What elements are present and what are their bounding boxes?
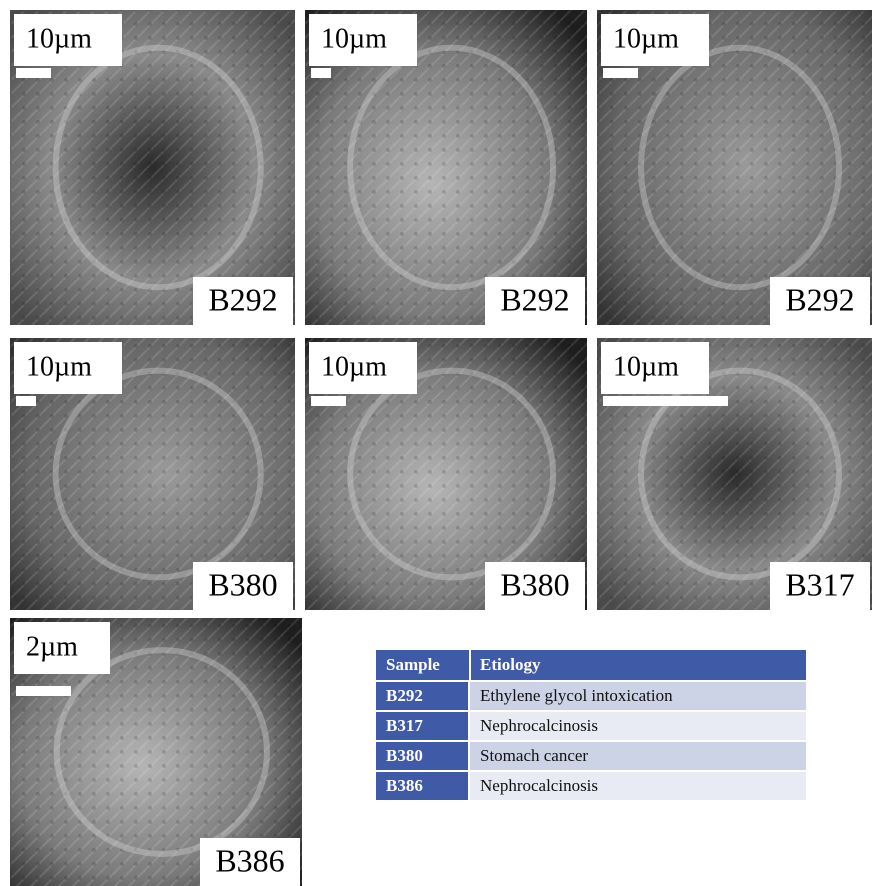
scale-label: 10µm <box>321 23 387 54</box>
etiology-cell <box>470 742 806 770</box>
scale-bar <box>311 68 331 78</box>
scale-bar <box>603 396 728 406</box>
etiology-cell <box>470 712 806 740</box>
etiology-text: Nephrocalcinosis <box>480 716 598 735</box>
etiology-cell <box>470 772 806 800</box>
sample-cell <box>376 712 468 740</box>
crystal <box>347 44 557 291</box>
etiology-text: Ethylene glycol intoxication <box>480 686 673 705</box>
sample-box <box>200 838 300 886</box>
header-cell: Sample <box>386 655 440 674</box>
sample-label: B380 <box>208 566 277 602</box>
scale-bar <box>16 396 36 406</box>
scale-bar <box>311 396 346 406</box>
scale-box <box>14 342 122 394</box>
sem-panel: 10µm B380 <box>305 338 587 610</box>
sample-label: B292 <box>208 281 277 317</box>
etiology-cell <box>470 682 806 710</box>
header-row <box>376 650 806 680</box>
sample-box <box>485 277 585 325</box>
scale-box <box>601 14 709 66</box>
scale-box <box>309 14 417 66</box>
sample-text: B386 <box>386 776 423 795</box>
sample-cell <box>376 742 468 770</box>
scale-bar <box>603 68 638 78</box>
sample-label: B292 <box>500 281 569 317</box>
sample-label: B380 <box>500 566 569 602</box>
etiology-text: Nephrocalcinosis <box>480 776 598 795</box>
crystal <box>638 367 842 581</box>
crystal <box>52 367 264 581</box>
sample-box <box>193 562 293 610</box>
crystal <box>53 647 270 857</box>
sem-panel: 10µm B292 <box>597 10 872 325</box>
etiology-table: Sample Etiology B292 Ethylene glycol intoxi… <box>376 650 806 800</box>
scale-label: 10µm <box>26 23 92 54</box>
scale-bar <box>16 68 51 78</box>
scale-box <box>309 342 417 394</box>
crystal <box>347 367 557 581</box>
scale-label: 10µm <box>321 351 387 382</box>
scale-box <box>14 14 122 66</box>
scale-label: 10µm <box>26 351 92 382</box>
sem-panel: 2µm B386 <box>10 618 302 886</box>
sample-box <box>485 562 585 610</box>
scale-box <box>14 622 110 674</box>
sample-box <box>770 562 870 610</box>
sample-box <box>770 277 870 325</box>
sample-label: B292 <box>785 281 854 317</box>
scale-label: 10µm <box>613 23 679 54</box>
etiology-text: Stomach cancer <box>480 746 588 765</box>
sem-panel: 10µm B292 <box>305 10 587 325</box>
scale-label: 2µm <box>26 631 78 662</box>
crystal <box>52 44 264 291</box>
sample-cell <box>376 772 468 800</box>
sem-panel: 10µm B380 <box>10 338 295 610</box>
scale-bar <box>16 686 71 696</box>
header-cell: Etiology <box>480 655 541 674</box>
scale-box <box>601 342 709 394</box>
crystal <box>638 44 842 291</box>
sample-text: B292 <box>386 686 423 705</box>
sem-panel: 10µm B317 <box>597 338 872 610</box>
sample-box <box>193 277 293 325</box>
scale-label: 10µm <box>613 351 679 382</box>
panels: 10µm B292 10µm B292 10µm B292 10µm B380 10µm B380… <box>10 10 872 886</box>
sample-text: B380 <box>386 746 423 765</box>
sample-text: B317 <box>386 716 423 735</box>
sample-label: B386 <box>215 842 284 878</box>
sem-panel: 10µm B292 <box>10 10 295 325</box>
sample-cell <box>376 682 468 710</box>
sample-label: B317 <box>785 566 854 602</box>
